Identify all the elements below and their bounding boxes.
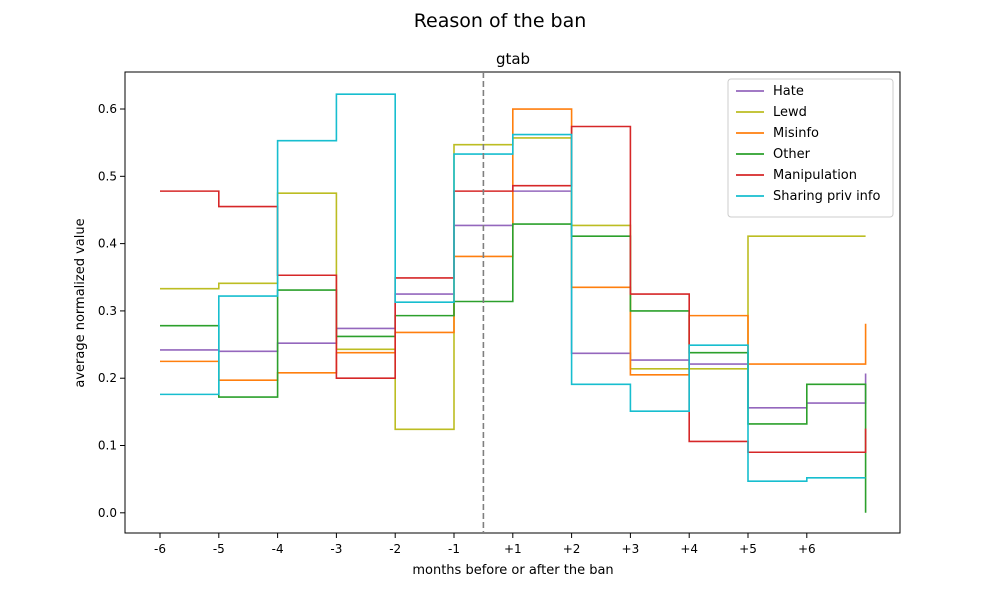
y-tick-label: 0.2 bbox=[98, 371, 117, 385]
x-tick-label: -1 bbox=[448, 542, 460, 556]
y-tick-label: 0.3 bbox=[98, 304, 117, 318]
plot-area: -6 -5 -4 -3 -2 -1 +1 +2 +3 +4 +5 +6 0.0 0.1 0.2 0.3 0.4 0… bbox=[98, 71, 901, 556]
x-axis-label: months before or after the ban bbox=[412, 563, 613, 578]
x-tick-label: +1 bbox=[504, 542, 522, 556]
x-tick-label: +6 bbox=[798, 542, 816, 556]
y-axis-label: average normalized value bbox=[73, 218, 88, 387]
x-tick-label: -4 bbox=[272, 542, 284, 556]
legend-label: Hate bbox=[773, 84, 804, 99]
x-tick-label: -2 bbox=[389, 542, 401, 556]
y-tick-label: 0.1 bbox=[98, 439, 117, 453]
x-tick-label: -6 bbox=[154, 542, 166, 556]
chart-title: Reason of the ban bbox=[414, 10, 587, 32]
legend-label: Manipulation bbox=[773, 168, 857, 183]
x-tick-label: +4 bbox=[680, 542, 698, 556]
legend-box bbox=[727, 78, 894, 218]
legend-label: Other bbox=[773, 147, 811, 162]
x-tick-label: +3 bbox=[622, 542, 640, 556]
x-tick-label: +2 bbox=[563, 542, 581, 556]
chart-subtitle: gtab bbox=[496, 50, 530, 68]
legend-label: Sharing priv info bbox=[773, 189, 880, 204]
x-tick-label: -5 bbox=[213, 542, 225, 556]
x-tick-label: -3 bbox=[330, 542, 342, 556]
legend-label: Lewd bbox=[773, 105, 807, 120]
series-line-sharing-priv-info bbox=[160, 93, 866, 482]
series-line-other bbox=[160, 223, 867, 513]
y-tick-label: 0.5 bbox=[98, 169, 117, 183]
legend: Hate Lewd Misinfo Other Manipulation Sharing … bbox=[727, 78, 894, 218]
legend-label: Misinfo bbox=[773, 126, 819, 141]
x-tick-label: +5 bbox=[739, 542, 757, 556]
y-tick-label: 0.0 bbox=[98, 506, 117, 520]
y-tick-label: 0.4 bbox=[98, 237, 117, 251]
y-tick-label: 0.6 bbox=[98, 102, 117, 116]
